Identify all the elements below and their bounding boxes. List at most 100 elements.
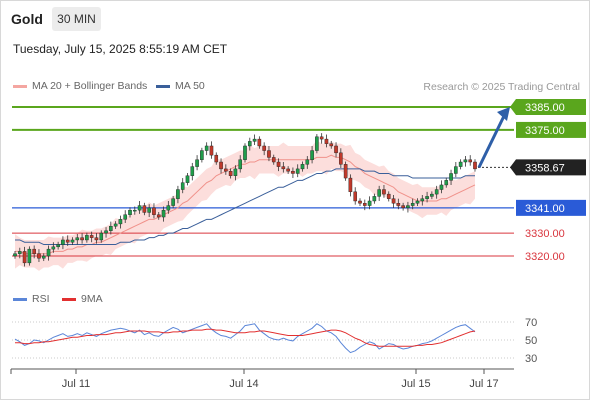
level-label: 3330.00 (525, 228, 565, 240)
candle-body (310, 150, 314, 160)
candle (291, 167, 295, 179)
candle-body (406, 205, 410, 209)
candle (271, 154, 276, 165)
candle (353, 187, 358, 205)
candle-body (22, 251, 27, 264)
x-tick-label: Jul 17 (469, 378, 498, 390)
candle-body (401, 205, 405, 209)
candle (247, 137, 252, 151)
candle (128, 207, 132, 218)
candle (166, 200, 171, 214)
candle-body (329, 143, 334, 147)
candle (286, 166, 290, 174)
legend-swatch-rsi (13, 297, 27, 301)
candle-body (430, 193, 434, 197)
candle-body (46, 248, 51, 257)
candle-body (343, 164, 348, 179)
candle (463, 156, 468, 167)
candle (391, 195, 396, 208)
legend-ma50: MA 50 (156, 80, 205, 92)
candle (89, 231, 94, 243)
ma50-line (15, 168, 475, 246)
candle (171, 195, 175, 209)
candle (329, 140, 334, 149)
candle (161, 206, 166, 222)
candle-body (434, 189, 439, 195)
legend-swatch-ma20 (13, 84, 27, 88)
top-bar: Gold 30 MIN (0, 0, 590, 38)
candle (362, 199, 367, 211)
candle (406, 201, 410, 213)
candle-body (386, 193, 391, 199)
candle-body (439, 184, 444, 190)
candle (137, 200, 142, 214)
candle-body (37, 253, 41, 259)
candle (401, 202, 405, 211)
candle (204, 142, 209, 156)
candle-body (152, 207, 156, 215)
candle (252, 134, 257, 146)
candle (444, 177, 449, 188)
candle (377, 185, 381, 201)
candle (305, 156, 310, 169)
candle-body (454, 166, 458, 174)
legend-label-ma50: MA 50 (175, 80, 205, 92)
candle-body (463, 159, 468, 163)
candle (13, 250, 17, 259)
candle-body (281, 166, 286, 170)
candle-body (473, 161, 477, 170)
x-tick-label: Jul 11 (62, 378, 91, 390)
candle-body (209, 145, 214, 156)
candle-body (233, 168, 238, 176)
candle-body (118, 219, 123, 225)
candle-body (190, 166, 195, 176)
legend-label-9ma: 9MA (81, 293, 103, 305)
candle (473, 159, 477, 172)
candle-body (176, 189, 180, 199)
candle-body (415, 200, 420, 204)
candle (209, 141, 214, 159)
candle-body (61, 239, 65, 245)
candle (99, 230, 104, 243)
x-tick-label: Jul 14 (229, 378, 258, 390)
candle-body (204, 145, 209, 151)
candle (233, 165, 238, 181)
candle (104, 227, 108, 238)
candle-body (56, 244, 60, 248)
candle-body (166, 205, 171, 211)
candle (386, 191, 391, 202)
legend-rsi: RSI (13, 293, 50, 305)
candle-body (99, 232, 104, 241)
candle (142, 202, 147, 216)
timeframe-button[interactable]: 30 MIN (52, 7, 101, 31)
candle-body (252, 138, 257, 142)
rsi-series-rsi (14, 323, 476, 354)
candle-body (262, 145, 266, 151)
level-label: 3375.00 (525, 125, 565, 137)
candle-body (243, 145, 247, 160)
candle-body (219, 161, 223, 170)
candle-body (224, 168, 228, 172)
legend-label-rsi: RSI (32, 293, 50, 305)
candle-body (32, 248, 36, 254)
candle (300, 161, 305, 172)
candle (367, 196, 372, 210)
candle-body (171, 198, 175, 206)
price-levels: 3385.00 3375.00 3341.00 3330.00 3320.00 (12, 99, 586, 263)
candle (75, 233, 80, 245)
candle (27, 246, 32, 266)
candle-body (70, 239, 75, 243)
candle-body (348, 177, 353, 193)
candle-body (271, 157, 276, 163)
legend-swatch-ma50 (156, 84, 170, 88)
candle (454, 162, 458, 178)
candle-body (128, 209, 132, 215)
candle-body (247, 141, 252, 147)
candle-body (425, 196, 429, 199)
candle (32, 245, 36, 259)
level-tag (516, 99, 586, 115)
forecast-arrow-head (497, 107, 510, 121)
candle (41, 253, 46, 262)
candle-body (449, 173, 453, 181)
candle-body (109, 225, 113, 231)
